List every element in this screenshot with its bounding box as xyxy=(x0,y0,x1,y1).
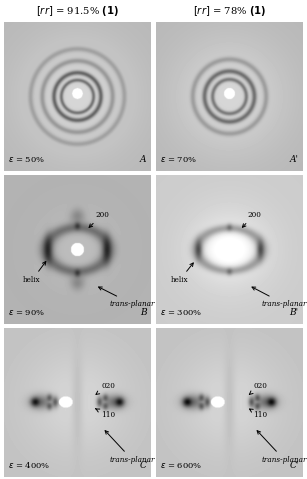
Text: 020: 020 xyxy=(249,382,267,394)
Text: trans-planar: trans-planar xyxy=(99,287,155,308)
Text: C: C xyxy=(140,460,146,469)
Text: $[rr]$ = 78% $\mathbf{(1)}$: $[rr]$ = 78% $\mathbf{(1)}$ xyxy=(193,4,266,18)
Text: C': C' xyxy=(289,460,299,469)
Text: trans-planar: trans-planar xyxy=(105,431,155,464)
Text: trans-planar: trans-planar xyxy=(252,287,307,308)
Text: 110: 110 xyxy=(96,409,115,420)
Text: 110: 110 xyxy=(250,409,267,420)
Text: $\varepsilon$ = 90%: $\varepsilon$ = 90% xyxy=(8,308,45,317)
Text: B: B xyxy=(140,308,146,317)
Text: 200: 200 xyxy=(89,211,109,228)
Text: $\varepsilon$ = 300%: $\varepsilon$ = 300% xyxy=(161,308,203,317)
Text: $[rr]$ = 91.5% $\mathbf{(1)}$: $[rr]$ = 91.5% $\mathbf{(1)}$ xyxy=(36,4,119,18)
Text: helix: helix xyxy=(171,263,193,284)
Text: 020: 020 xyxy=(96,382,115,394)
Text: trans-planar: trans-planar xyxy=(257,431,307,464)
Text: $\varepsilon$ = 70%: $\varepsilon$ = 70% xyxy=(161,155,197,163)
Text: B': B' xyxy=(290,308,299,317)
Text: A: A xyxy=(140,155,146,163)
Text: helix: helix xyxy=(23,262,46,284)
Text: $\varepsilon$ = 400%: $\varepsilon$ = 400% xyxy=(8,459,51,469)
Text: $\varepsilon$ = 50%: $\varepsilon$ = 50% xyxy=(8,155,45,163)
Text: 200: 200 xyxy=(243,211,261,228)
Text: A': A' xyxy=(290,155,299,163)
Text: $\varepsilon$ = 600%: $\varepsilon$ = 600% xyxy=(161,460,203,469)
